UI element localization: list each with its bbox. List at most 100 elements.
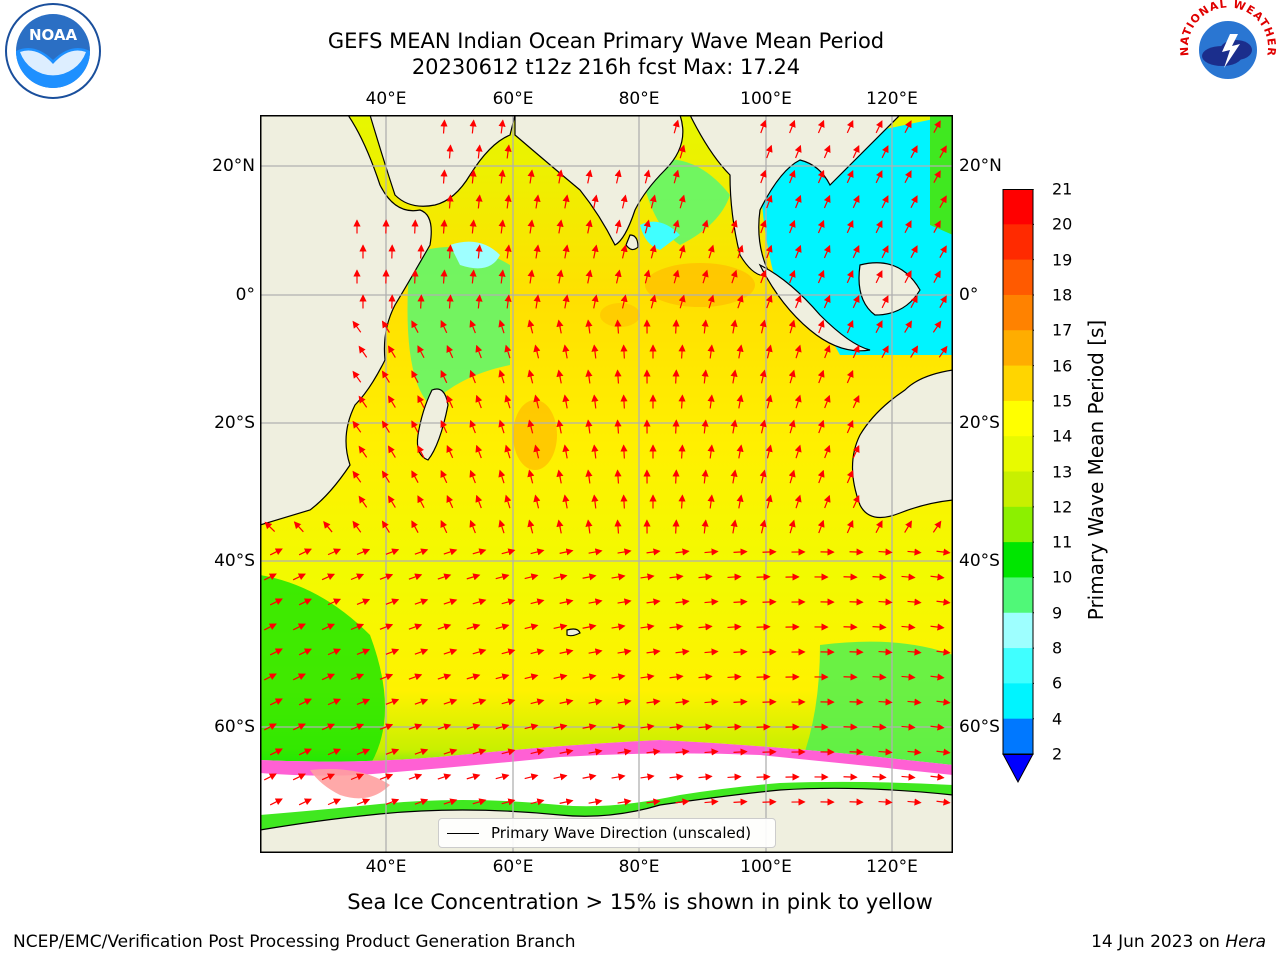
wave-arrow bbox=[446, 244, 454, 259]
colorbar-label: 9 bbox=[1052, 603, 1063, 623]
wave-arrow bbox=[411, 370, 419, 384]
wave-arrow bbox=[730, 469, 738, 484]
wave-arrow bbox=[910, 295, 918, 309]
wave-arrow bbox=[938, 345, 948, 358]
wave-arrow bbox=[852, 245, 860, 259]
wave-arrow bbox=[930, 773, 945, 781]
wave-arrow bbox=[646, 648, 661, 656]
wave-arrow bbox=[585, 469, 593, 484]
wave-arrow bbox=[556, 269, 564, 284]
wave-arrow bbox=[733, 598, 748, 606]
wave-arrow bbox=[358, 445, 368, 458]
wave-arrow bbox=[381, 320, 390, 333]
wave-arrow bbox=[443, 648, 458, 656]
wave-arrow bbox=[620, 444, 628, 459]
lon-tick-top-60e: 60°E bbox=[492, 89, 534, 109]
australia-land bbox=[851, 369, 953, 519]
wave-arrow bbox=[707, 294, 715, 309]
colorbar-segment bbox=[1003, 577, 1033, 614]
wave-arrow bbox=[562, 344, 570, 359]
wave-arrow bbox=[878, 598, 893, 606]
wave-arrow bbox=[881, 195, 889, 209]
wave-arrow bbox=[504, 244, 512, 259]
wave-arrow bbox=[872, 673, 887, 681]
wave-arrow bbox=[823, 144, 831, 159]
wave-arrow bbox=[527, 319, 535, 334]
wave-arrow bbox=[611, 773, 626, 781]
wave-arrow bbox=[611, 573, 626, 581]
wave-arrow bbox=[381, 520, 390, 533]
wave-arrow bbox=[495, 673, 510, 681]
lat-tick-right-40s: 40°S bbox=[959, 551, 1000, 571]
wave-arrow bbox=[901, 573, 916, 581]
wave-arrow bbox=[904, 220, 912, 234]
wave-arrow bbox=[504, 294, 512, 309]
wave-arrow bbox=[733, 648, 748, 656]
wave-arrow bbox=[411, 520, 419, 534]
wave-arrow bbox=[875, 520, 883, 534]
wave-arrow bbox=[640, 773, 655, 781]
wave-arrow bbox=[466, 623, 481, 631]
wave-arrow bbox=[678, 194, 686, 209]
wave-arrow bbox=[298, 598, 312, 606]
wave-arrow bbox=[881, 345, 889, 359]
wave-arrow bbox=[553, 723, 568, 731]
wave-arrow bbox=[907, 698, 922, 706]
colorbar-segment bbox=[1003, 400, 1033, 437]
wave-arrow bbox=[321, 723, 336, 731]
wave-arrow bbox=[788, 369, 796, 384]
southwest-green-zone bbox=[260, 575, 385, 765]
wave-arrow bbox=[293, 521, 304, 533]
wave-arrow bbox=[852, 145, 860, 159]
wave-arrow bbox=[872, 623, 887, 631]
noaa-logo-text: NOAA bbox=[29, 26, 78, 44]
wave-arrow bbox=[907, 598, 922, 606]
wave-arrow bbox=[614, 219, 622, 234]
wave-arrow bbox=[556, 369, 564, 384]
wave-arrow bbox=[932, 520, 942, 533]
wave-arrow bbox=[823, 294, 831, 309]
wave-arrow bbox=[672, 469, 680, 484]
wave-arrow bbox=[585, 319, 593, 334]
wave-arrow bbox=[562, 244, 570, 259]
wave-arrow bbox=[350, 573, 365, 581]
wave-arrow bbox=[701, 269, 709, 284]
wave-arrow bbox=[585, 169, 593, 184]
wave-arrow bbox=[904, 170, 912, 184]
wave-arrow bbox=[617, 698, 632, 706]
wave-arrow bbox=[524, 723, 539, 731]
wave-arrow bbox=[727, 623, 742, 631]
wave-arrow bbox=[823, 494, 831, 509]
wave-arrow bbox=[794, 294, 802, 309]
wave-arrow bbox=[614, 469, 622, 484]
wave-arrow bbox=[298, 798, 312, 806]
wave-arrow bbox=[269, 698, 283, 706]
wave-arrow bbox=[379, 573, 394, 581]
wave-arrow bbox=[533, 494, 541, 509]
wave-arrow bbox=[614, 369, 622, 384]
wave-arrow bbox=[588, 748, 603, 756]
wave-arrow bbox=[440, 119, 448, 134]
wave-arrow bbox=[936, 698, 951, 706]
map-frame bbox=[260, 115, 953, 853]
wave-arrow bbox=[765, 494, 773, 509]
wave-arrow bbox=[901, 723, 916, 731]
wave-arrow bbox=[640, 623, 655, 631]
wave-arrow bbox=[932, 320, 942, 333]
wave-arrow bbox=[904, 520, 912, 533]
wave-arrow bbox=[495, 723, 510, 731]
wave-arrow bbox=[469, 519, 477, 534]
colorbar-segment bbox=[1003, 718, 1033, 755]
wave-arrow bbox=[614, 269, 622, 284]
wave-arrow bbox=[849, 798, 864, 806]
wave-arrow bbox=[617, 798, 632, 806]
wave-arrow bbox=[588, 598, 603, 606]
colorbar-segment bbox=[1003, 471, 1033, 508]
colorbar-label: 17 bbox=[1052, 320, 1073, 340]
wave-arrow bbox=[408, 723, 423, 731]
wave-arrow bbox=[704, 648, 719, 656]
wave-arrow bbox=[701, 419, 709, 434]
wave-arrow bbox=[620, 344, 628, 359]
colorbar-label: 13 bbox=[1052, 462, 1073, 481]
wave-arrow bbox=[933, 170, 941, 183]
